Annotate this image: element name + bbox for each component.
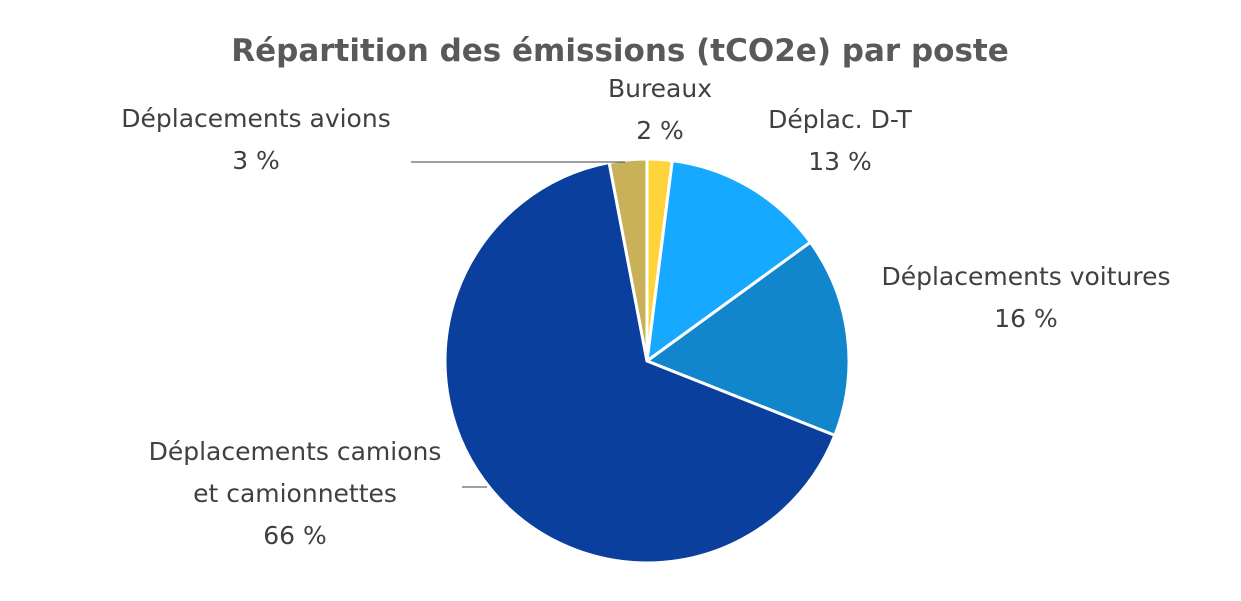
- slice-label-0: Bureaux 2 %: [608, 74, 712, 145]
- slice-category-label: Déplacements voitures: [881, 262, 1170, 291]
- leader-lines: [411, 161, 625, 488]
- slice-value-label: 3 %: [232, 146, 280, 175]
- slice-label-3: Déplacements camions et camionnettes 66 %: [149, 437, 442, 550]
- slice-category-label: Déplacements avions: [121, 104, 390, 133]
- pie-slice-3: [443, 160, 837, 565]
- slice-category-label: Déplacements camions: [149, 437, 442, 466]
- slice-value-label: 66 %: [263, 521, 327, 550]
- pie-slices: [443, 157, 851, 565]
- chart-title: Répartition des émissions (tCO2e) par po…: [231, 33, 1009, 69]
- slice-value-label: 13 %: [808, 147, 872, 176]
- slice-label-2: Déplacements voitures 16 %: [881, 262, 1170, 333]
- slice-label-1: Déplac. D-T 13 %: [768, 105, 912, 176]
- slice-category-label: Déplac. D-T: [768, 105, 912, 134]
- pie-slice-2: [643, 240, 851, 438]
- slice-category-label: Bureaux: [608, 74, 712, 103]
- slice-category-label: et camionnettes: [193, 479, 397, 508]
- slice-label-4: Déplacements avions 3 %: [121, 104, 390, 175]
- pie-slice-4: [607, 157, 649, 362]
- slice-value-label: 2 %: [636, 116, 684, 145]
- pie-slice-1: [645, 158, 813, 365]
- slice-value-label: 16 %: [994, 304, 1058, 333]
- slice-labels: Bureaux 2 % Déplac. D-T 13 % Déplacements vo…: [121, 74, 1170, 550]
